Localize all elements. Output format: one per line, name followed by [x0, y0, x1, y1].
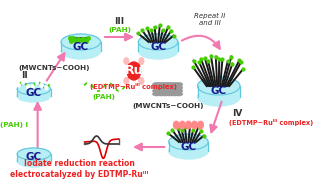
Polygon shape [169, 142, 208, 151]
Text: GC: GC [180, 142, 197, 152]
Ellipse shape [152, 92, 161, 96]
Ellipse shape [138, 34, 178, 50]
Text: Ru: Ru [125, 64, 143, 77]
Circle shape [106, 81, 110, 85]
Circle shape [26, 85, 29, 89]
Ellipse shape [161, 82, 170, 86]
Ellipse shape [17, 148, 50, 160]
Ellipse shape [17, 155, 50, 167]
Circle shape [17, 83, 20, 87]
Ellipse shape [17, 90, 50, 102]
Circle shape [127, 62, 141, 80]
Text: (MWCNTs−COOH): (MWCNTs−COOH) [132, 103, 204, 109]
Text: GC: GC [26, 153, 42, 163]
Ellipse shape [157, 82, 165, 86]
Ellipse shape [169, 143, 208, 159]
Circle shape [185, 121, 192, 129]
Text: Iodate reduction reaction
electrocatalyzed by EDTMP-Ruᴵᴵᴵ: Iodate reduction reaction electrocatalyz… [10, 159, 148, 179]
Circle shape [124, 58, 129, 65]
Ellipse shape [161, 86, 170, 90]
Text: (MWCNTs−COOH): (MWCNTs−COOH) [19, 65, 90, 71]
Text: II: II [21, 71, 28, 81]
Text: (PAH): (PAH) [108, 27, 131, 33]
Ellipse shape [174, 92, 183, 96]
Text: GC: GC [211, 87, 227, 97]
Circle shape [192, 121, 198, 129]
Text: III: III [115, 18, 125, 26]
Ellipse shape [61, 43, 100, 59]
Ellipse shape [161, 89, 170, 93]
Circle shape [22, 80, 25, 84]
Circle shape [40, 83, 44, 88]
Ellipse shape [138, 43, 178, 59]
Polygon shape [61, 42, 100, 51]
Circle shape [173, 121, 179, 129]
Ellipse shape [166, 92, 174, 96]
Circle shape [124, 77, 129, 84]
Ellipse shape [170, 82, 178, 86]
Circle shape [87, 81, 91, 85]
Text: (PAH) I: (PAH) I [0, 122, 28, 128]
Ellipse shape [61, 34, 100, 50]
Ellipse shape [174, 82, 183, 86]
Text: Repeat II
and III: Repeat II and III [194, 12, 225, 26]
Circle shape [113, 85, 116, 90]
Polygon shape [17, 89, 50, 96]
Ellipse shape [152, 82, 161, 86]
Polygon shape [17, 154, 50, 161]
Circle shape [35, 80, 39, 84]
Text: GC: GC [73, 42, 89, 51]
Ellipse shape [166, 89, 174, 93]
Text: GC: GC [150, 42, 166, 51]
Ellipse shape [198, 77, 240, 95]
Circle shape [94, 87, 97, 92]
Circle shape [179, 121, 185, 129]
Text: GC: GC [26, 88, 42, 98]
Circle shape [31, 84, 34, 89]
Ellipse shape [170, 92, 178, 96]
Circle shape [81, 85, 85, 89]
Ellipse shape [166, 86, 174, 90]
Text: IV: IV [232, 109, 243, 119]
Ellipse shape [198, 88, 240, 106]
Ellipse shape [170, 89, 178, 93]
Polygon shape [138, 42, 178, 51]
Text: (EDTMP−Ruᴵᴵᴵ complex): (EDTMP−Ruᴵᴵᴵ complex) [90, 83, 177, 90]
Ellipse shape [166, 82, 174, 86]
Ellipse shape [157, 89, 165, 93]
Text: (PAH): (PAH) [92, 94, 115, 100]
Ellipse shape [152, 86, 161, 90]
Text: (EDTMP−Ruᴵᴵᴵ complex): (EDTMP−Ruᴵᴵᴵ complex) [229, 119, 313, 126]
Circle shape [139, 77, 144, 84]
Ellipse shape [157, 86, 165, 90]
Circle shape [198, 121, 203, 129]
Circle shape [139, 58, 144, 65]
Circle shape [100, 87, 103, 91]
Ellipse shape [157, 92, 165, 96]
Circle shape [119, 88, 122, 93]
Ellipse shape [161, 92, 170, 96]
Ellipse shape [170, 86, 178, 90]
Ellipse shape [17, 83, 50, 95]
Ellipse shape [152, 89, 161, 93]
Circle shape [45, 85, 48, 90]
Ellipse shape [169, 134, 208, 150]
Ellipse shape [174, 89, 183, 93]
Polygon shape [198, 86, 240, 97]
Ellipse shape [174, 86, 183, 90]
